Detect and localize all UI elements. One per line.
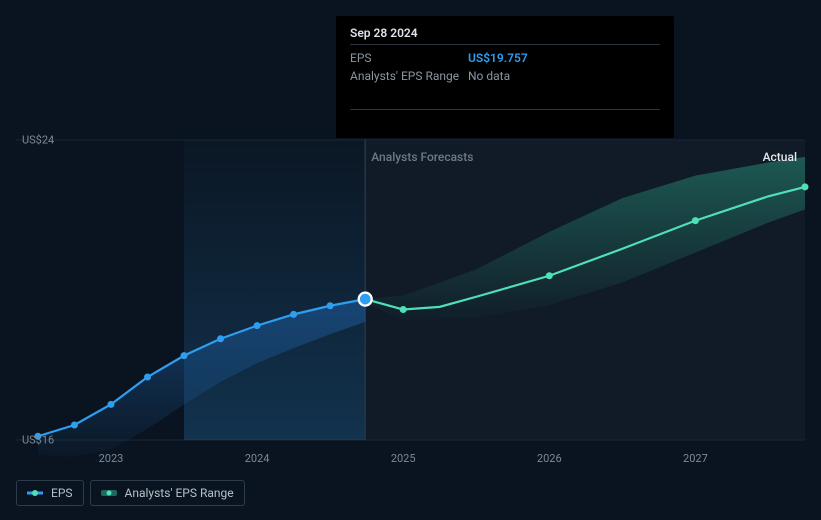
x-tick-label: 2026	[537, 452, 562, 465]
tooltip-date: Sep 28 2024	[350, 26, 660, 45]
eps-actual-marker	[107, 401, 114, 408]
eps-forecast-chart: Sep 28 2024 EPSUS$19.757Analysts' EPS Ra…	[0, 0, 821, 520]
actual-section-label: Actual	[456, 150, 805, 164]
eps-actual-marker	[290, 311, 297, 318]
eps-actual-marker	[71, 422, 78, 429]
eps-actual-marker	[181, 352, 188, 359]
legend-item-analysts-eps-range[interactable]: Analysts' EPS Range	[90, 480, 245, 506]
chart-tooltip: Sep 28 2024 EPSUS$19.757Analysts' EPS Ra…	[336, 16, 674, 138]
eps-forecast-marker	[546, 272, 553, 279]
eps-actual-marker	[217, 335, 224, 342]
eps-actual-marker	[144, 374, 151, 381]
legend-item-label: Analysts' EPS Range	[125, 486, 234, 500]
chart-legend: EPS Analysts' EPS Range	[16, 480, 245, 506]
legend-swatch-icon	[27, 488, 43, 498]
x-tick-label: 2024	[245, 452, 270, 465]
tooltip-row: Analysts' EPS RangeNo data	[350, 67, 660, 85]
legend-item-eps[interactable]: EPS	[16, 480, 84, 506]
eps-forecast-marker	[692, 217, 699, 224]
tooltip-row: EPSUS$19.757	[350, 49, 660, 67]
tooltip-row-key: EPS	[350, 49, 468, 67]
plot-area[interactable]: US$16US$24 20232024202520262027 ActualAn…	[16, 140, 805, 440]
tooltip-row-key: Analysts' EPS Range	[350, 67, 468, 85]
eps-actual-marker	[254, 322, 261, 329]
forecast-section-label: Analysts Forecasts	[365, 150, 473, 164]
y-tick-label: US$16	[22, 434, 54, 447]
legend-item-label: EPS	[51, 486, 73, 500]
plot-svg	[16, 140, 805, 440]
eps-forecast-marker	[400, 306, 407, 313]
x-tick-label: 2023	[99, 452, 124, 465]
x-tick-label: 2027	[683, 452, 708, 465]
y-tick-label: US$24	[22, 134, 54, 147]
tooltip-row-value: US$19.757	[468, 49, 528, 67]
legend-swatch-icon	[101, 488, 117, 498]
eps-forecast-marker	[802, 183, 809, 190]
highlight-marker	[359, 293, 372, 306]
tooltip-divider	[350, 109, 660, 110]
x-tick-label: 2025	[391, 452, 416, 465]
tooltip-row-value: No data	[468, 67, 510, 85]
eps-actual-marker	[327, 302, 334, 309]
actual-highlight-bg	[184, 140, 365, 440]
